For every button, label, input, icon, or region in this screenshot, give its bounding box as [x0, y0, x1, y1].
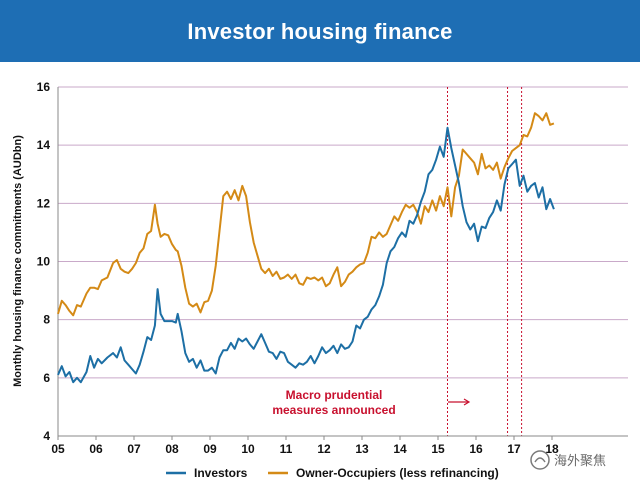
x-tick-label: 08: [165, 442, 179, 456]
watermark-icon: [530, 450, 550, 470]
x-tick-label: 06: [89, 442, 103, 456]
y-tick-label: 14: [37, 138, 51, 152]
y-tick-label: 4: [43, 429, 50, 443]
x-tick-label: 09: [203, 442, 217, 456]
watermark-logo: 海外聚焦: [530, 450, 606, 470]
x-tick-label: 10: [241, 442, 255, 456]
axes: [57, 87, 628, 437]
x-tick-labels: 05 06 07 08 09 10 11 12 13 14 15 16 17 18: [51, 436, 559, 456]
watermark: 海外聚焦: [528, 449, 638, 471]
x-tick-label: 18: [545, 442, 559, 456]
annotation-line-1: Macro prudential: [286, 388, 383, 402]
y-tick-label: 10: [37, 255, 51, 269]
y-tick-label: 8: [43, 313, 50, 327]
x-tick-label: 17: [507, 442, 521, 456]
chart-title: Investor housing finance: [187, 19, 453, 44]
gridlines: [58, 86, 628, 379]
y-tick-label: 16: [37, 80, 51, 94]
series-layer: [57, 112, 555, 384]
x-tick-label: 13: [355, 442, 369, 456]
annotation-line-2: measures announced: [272, 403, 395, 417]
y-axis-label: Monthly housing finance commitments (AUD…: [12, 135, 24, 387]
x-tick-label: 12: [317, 442, 331, 456]
x-tick-label: 14: [393, 442, 407, 456]
watermark-text: 海外聚焦: [554, 454, 606, 469]
watermark-icon-mark: [534, 457, 546, 463]
macro-prudential-annotation: Macro prudential measures announced: [272, 388, 471, 417]
y-tick-label: 12: [37, 196, 51, 210]
x-tick-label: 15: [431, 442, 445, 456]
y-tick-labels: 4 6 8 10 12 14 16: [37, 80, 51, 443]
x-tick-label: 11: [280, 442, 293, 456]
x-tick-label: 07: [127, 442, 141, 456]
legend-label-investors: Investors: [194, 466, 248, 480]
line-chart: 4 6 8 10 12 14 16 05 06 07 08 09 10 11 12 13 14 15 16 17 18…: [12, 80, 628, 480]
legend: Investors Owner-Occupiers (less refinanc…: [166, 466, 499, 480]
y-tick-label: 6: [43, 371, 50, 385]
series-line-owner-occupiers: [57, 112, 555, 317]
series-line-investors: [57, 126, 555, 384]
x-tick-label: 05: [51, 442, 65, 456]
x-tick-label: 16: [469, 442, 483, 456]
annotation-arrow-head: [463, 398, 471, 406]
title-banner: [0, 0, 640, 62]
legend-label-owner-occupiers: Owner-Occupiers (less refinancing): [296, 466, 499, 480]
